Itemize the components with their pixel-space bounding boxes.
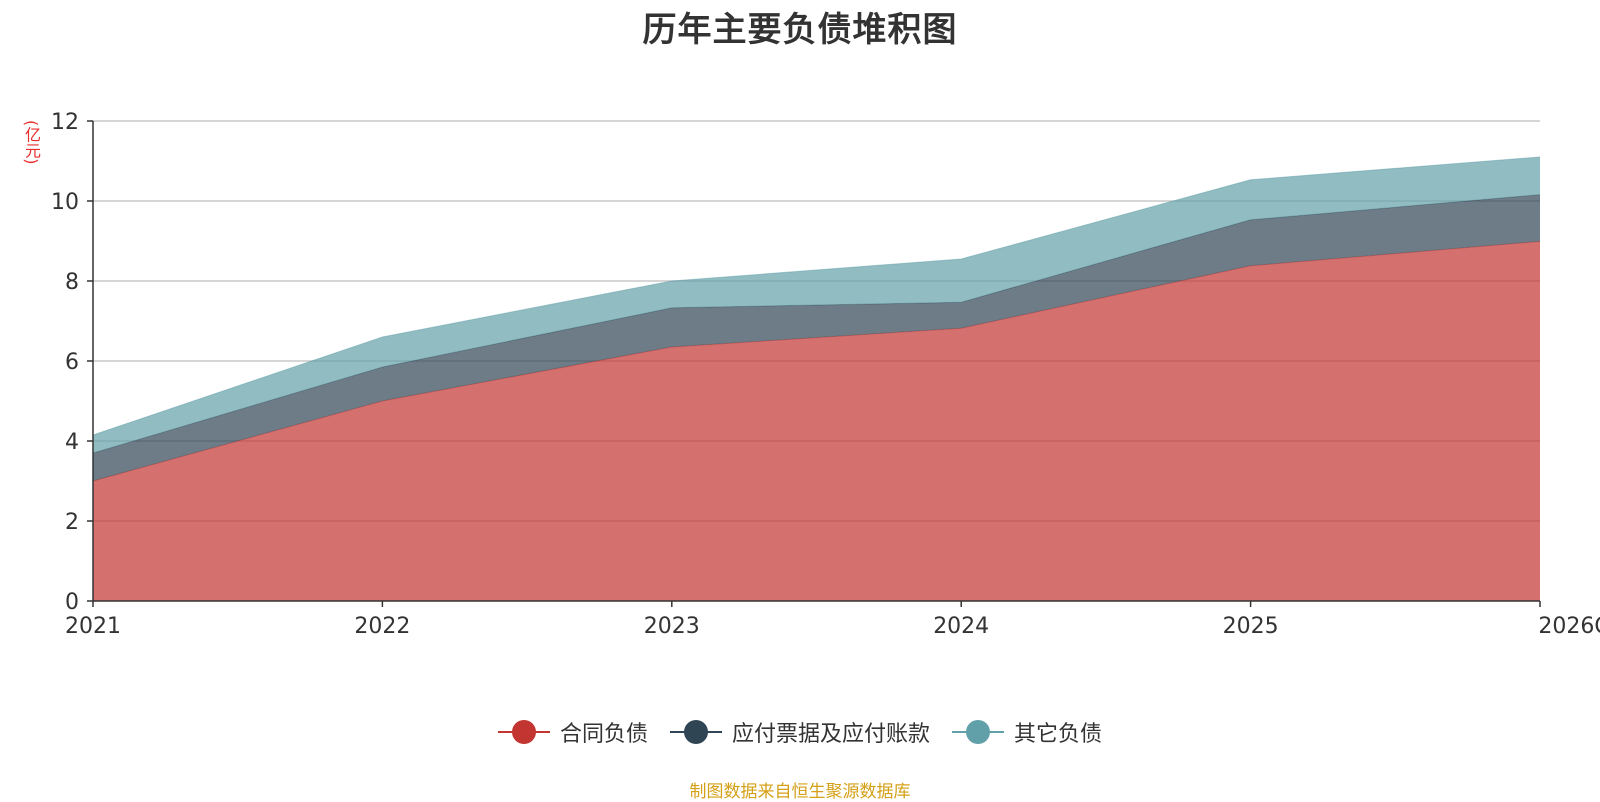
x-tick-label: 2022: [354, 614, 410, 639]
legend-label: 其它负债: [1014, 722, 1103, 747]
y-tick-label: 12: [51, 110, 79, 135]
area-layer: [92, 156, 1541, 601]
source-note: 制图数据来自恒生聚源数据库: [689, 782, 911, 802]
legend-item-1[interactable]: 合同负债: [497, 716, 648, 748]
y-tick-label: 0: [65, 590, 79, 615]
legend-swatch: [669, 720, 722, 744]
y-tick-label: 2: [65, 510, 79, 535]
area-series-3: [93, 157, 1540, 453]
x-tick-label: 2021: [65, 614, 121, 639]
chart-title: 历年主要负债堆积图: [642, 10, 958, 50]
y-tick-label: 6: [65, 350, 79, 375]
legend: 合同负债 应付票据及应付账款 其它负债: [0, 716, 1600, 748]
x-tick-label: 2026Q1: [1538, 614, 1600, 639]
area-series-line-3: [92, 156, 1541, 436]
y-tick-label: 10: [51, 190, 79, 215]
legend-swatch: [497, 720, 550, 744]
legend-item-2[interactable]: 应付票据及应付账款: [669, 716, 930, 748]
legend-label: 合同负债: [559, 722, 648, 747]
x-tick-label: 2023: [644, 614, 700, 639]
area-series-2: [93, 194, 1540, 481]
y-tick-label: 4: [65, 430, 79, 455]
axis-layer: 0 2 4 6 8 10 12 2021 2022 2023 2024 2025 2026Q1: [51, 110, 1600, 639]
y-axis-unit-label: (亿元): [22, 120, 41, 165]
legend-label: 应付票据及应付账款: [731, 722, 930, 747]
area-series-1: [93, 241, 1540, 601]
x-tick-label: 2025: [1223, 614, 1279, 639]
legend-item-3[interactable]: 其它负债: [952, 716, 1102, 748]
x-tick-label: 2024: [933, 614, 989, 639]
y-tick-label: 8: [65, 270, 79, 295]
legend-swatch: [952, 720, 1004, 744]
